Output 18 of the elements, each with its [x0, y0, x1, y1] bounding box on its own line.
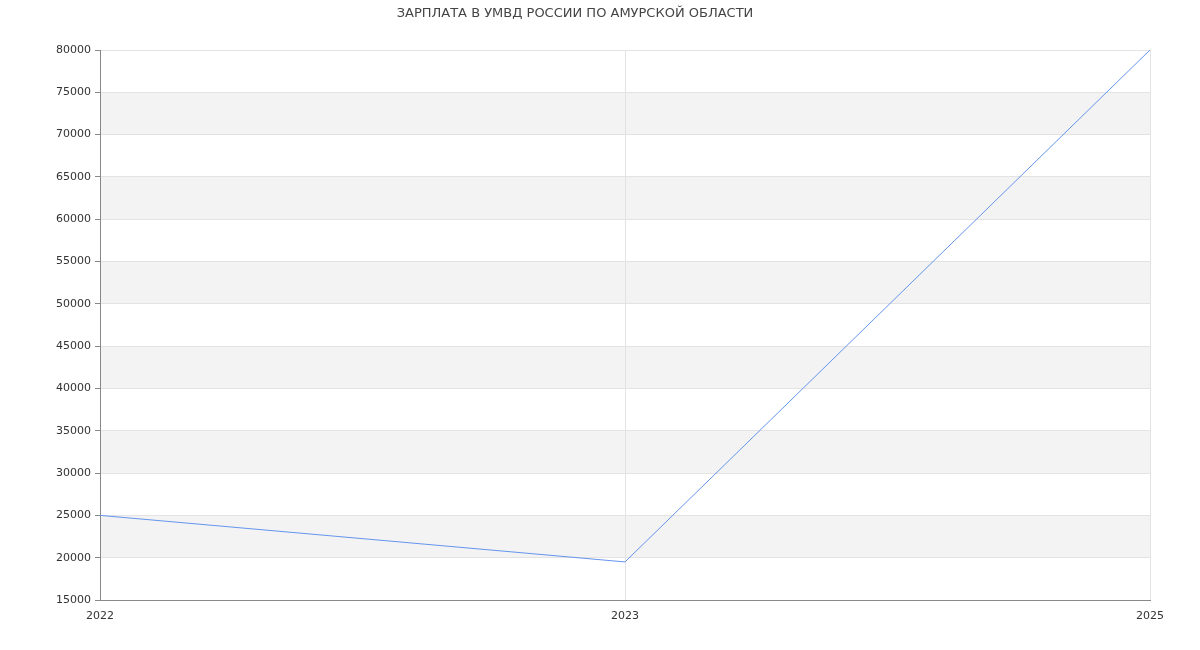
y-tick-label: 40000: [56, 381, 91, 395]
x-tick-label: 2022: [86, 609, 114, 623]
y-tick-label: 75000: [56, 85, 91, 99]
chart-title: ЗАРПЛАТА В УМВД РОССИИ ПО АМУРСКОЙ ОБЛАСТИ: [396, 5, 754, 21]
y-tick-label: 30000: [56, 465, 91, 479]
y-tick-label: 65000: [56, 169, 91, 183]
y-tick-label: 25000: [56, 508, 91, 522]
x-tick-label: 2023: [611, 609, 639, 623]
y-tick-label: 55000: [56, 254, 91, 268]
y-tick-label: 35000: [56, 423, 91, 437]
y-tick-label: 15000: [56, 592, 91, 606]
y-tick-label: 50000: [56, 296, 91, 310]
x-tick-label: 2025: [1136, 609, 1164, 623]
y-tick-label: 70000: [56, 127, 91, 141]
y-tick-label: 20000: [56, 550, 91, 564]
y-tick-label: 80000: [56, 42, 91, 56]
y-tick-label: 60000: [56, 212, 91, 226]
y-tick-label: 45000: [56, 339, 91, 353]
